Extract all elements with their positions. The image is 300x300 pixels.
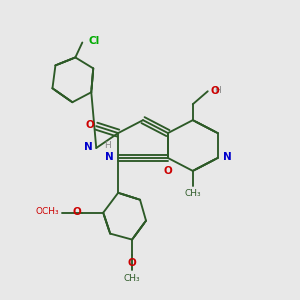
Text: O: O [72, 207, 81, 217]
Text: N: N [223, 152, 232, 162]
Text: O: O [164, 166, 172, 176]
Text: CH₃: CH₃ [184, 189, 201, 198]
Text: H: H [104, 141, 110, 150]
Text: O: O [85, 120, 94, 130]
Text: Cl: Cl [88, 36, 100, 46]
Text: N: N [84, 142, 93, 152]
Text: CH₃: CH₃ [124, 274, 140, 283]
Text: OCH₃: OCH₃ [36, 207, 59, 216]
Text: H: H [214, 86, 221, 95]
Text: O: O [128, 257, 136, 268]
Text: N: N [105, 152, 114, 162]
Text: O: O [211, 86, 220, 96]
